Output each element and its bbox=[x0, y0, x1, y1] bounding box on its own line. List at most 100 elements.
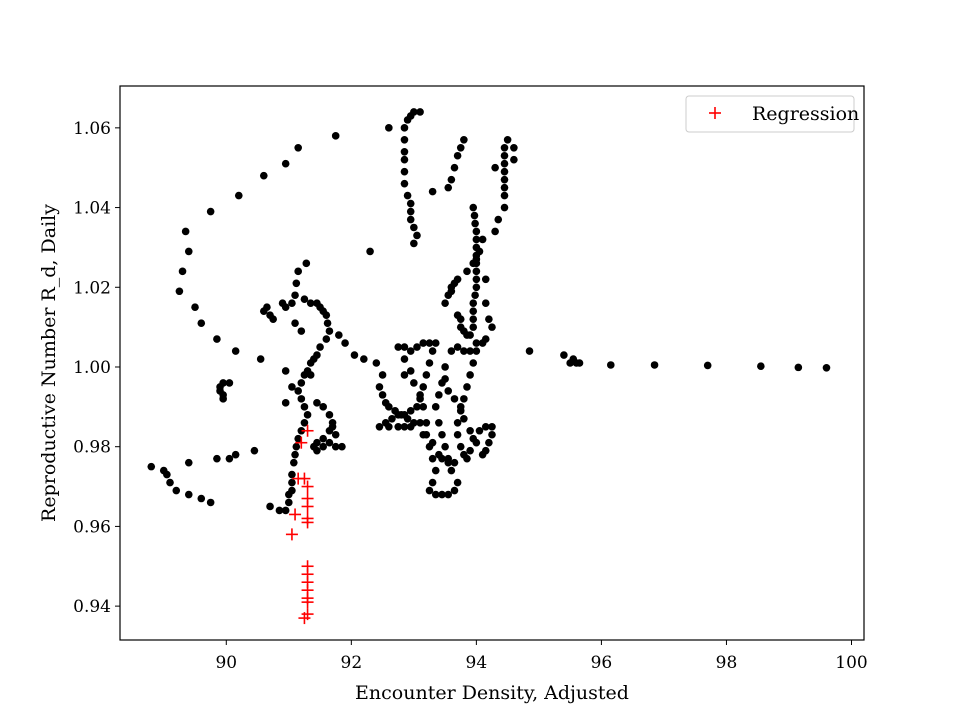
data-point bbox=[410, 108, 418, 116]
data-point bbox=[419, 383, 428, 391]
data-point bbox=[413, 403, 421, 411]
data-point bbox=[285, 490, 293, 499]
data-point bbox=[494, 215, 503, 224]
data-point bbox=[300, 403, 309, 411]
data-point bbox=[460, 347, 468, 355]
x-tick-label: 92 bbox=[341, 653, 363, 673]
data-point bbox=[206, 498, 215, 507]
data-point bbox=[453, 275, 462, 284]
legend: Regression bbox=[685, 95, 859, 133]
x-tick-label: 90 bbox=[215, 653, 237, 673]
data-point bbox=[266, 502, 274, 511]
data-point bbox=[378, 371, 387, 379]
data-point bbox=[428, 478, 437, 487]
data-point bbox=[463, 454, 471, 463]
data-point bbox=[219, 395, 227, 403]
data-point bbox=[406, 347, 415, 355]
data-point bbox=[525, 347, 534, 355]
data-point bbox=[372, 359, 381, 367]
data-point bbox=[297, 426, 306, 435]
data-point bbox=[491, 163, 499, 172]
regression-series bbox=[285, 424, 314, 625]
data-point bbox=[481, 335, 490, 343]
data-point bbox=[441, 442, 449, 451]
data-point bbox=[331, 430, 340, 439]
black-dot-series bbox=[147, 108, 831, 515]
data-point bbox=[453, 151, 462, 160]
data-point bbox=[300, 371, 309, 379]
data-point bbox=[400, 179, 409, 188]
data-point bbox=[297, 327, 306, 335]
data-point bbox=[325, 411, 334, 419]
data-point bbox=[441, 363, 449, 371]
data-point bbox=[297, 395, 306, 403]
data-point bbox=[453, 478, 462, 487]
data-point bbox=[438, 490, 446, 499]
data-point bbox=[302, 259, 311, 268]
data-point bbox=[460, 395, 468, 403]
data-point bbox=[406, 422, 415, 431]
data-point bbox=[181, 227, 190, 236]
y-tick-label: 1.04 bbox=[73, 199, 111, 219]
data-point bbox=[472, 235, 481, 244]
data-point bbox=[488, 430, 496, 439]
data-point bbox=[472, 438, 481, 447]
data-point bbox=[306, 359, 315, 367]
data-point bbox=[560, 351, 568, 359]
x-axis: 90 92 94 96 98 100 bbox=[215, 640, 868, 673]
data-point bbox=[450, 163, 459, 172]
data-point bbox=[184, 458, 193, 467]
data-point bbox=[472, 227, 481, 236]
data-point bbox=[269, 315, 277, 323]
data-point bbox=[400, 355, 409, 363]
data-point bbox=[263, 303, 271, 312]
data-point bbox=[322, 311, 331, 319]
data-point bbox=[323, 319, 332, 327]
data-point bbox=[413, 231, 421, 240]
data-point bbox=[438, 454, 446, 463]
data-point bbox=[472, 267, 481, 276]
data-point bbox=[410, 239, 418, 248]
x-tick-label: 94 bbox=[466, 653, 488, 673]
data-point bbox=[444, 183, 453, 192]
data-point bbox=[469, 359, 478, 367]
data-point bbox=[757, 362, 765, 370]
data-point bbox=[510, 143, 518, 152]
data-point bbox=[500, 183, 509, 192]
data-point bbox=[319, 403, 327, 411]
data-point bbox=[197, 319, 206, 327]
data-point bbox=[470, 211, 479, 220]
data-point bbox=[400, 136, 409, 144]
data-point bbox=[341, 339, 349, 347]
data-point bbox=[184, 490, 193, 499]
data-point bbox=[292, 442, 301, 451]
data-point bbox=[294, 387, 302, 395]
x-tick-label: 96 bbox=[591, 653, 613, 673]
data-point bbox=[471, 291, 479, 300]
data-point bbox=[450, 458, 459, 467]
regression-point bbox=[301, 424, 314, 437]
data-point bbox=[466, 331, 474, 339]
data-point bbox=[435, 391, 443, 399]
data-point bbox=[425, 359, 434, 367]
data-point bbox=[435, 418, 443, 427]
data-point bbox=[385, 124, 393, 132]
data-point bbox=[485, 315, 493, 323]
y-tick-label: 0.96 bbox=[73, 517, 111, 537]
data-point bbox=[460, 414, 468, 423]
data-point bbox=[231, 450, 240, 459]
data-point bbox=[378, 391, 387, 399]
data-point bbox=[325, 438, 334, 447]
data-point bbox=[400, 343, 409, 351]
data-point bbox=[406, 215, 415, 224]
data-point bbox=[294, 267, 302, 276]
data-point bbox=[225, 454, 234, 463]
data-point bbox=[213, 335, 221, 343]
data-point bbox=[453, 418, 462, 427]
data-point bbox=[450, 395, 459, 403]
data-point bbox=[472, 243, 481, 252]
data-point bbox=[431, 339, 440, 347]
data-point bbox=[291, 450, 299, 459]
data-point bbox=[419, 403, 428, 411]
